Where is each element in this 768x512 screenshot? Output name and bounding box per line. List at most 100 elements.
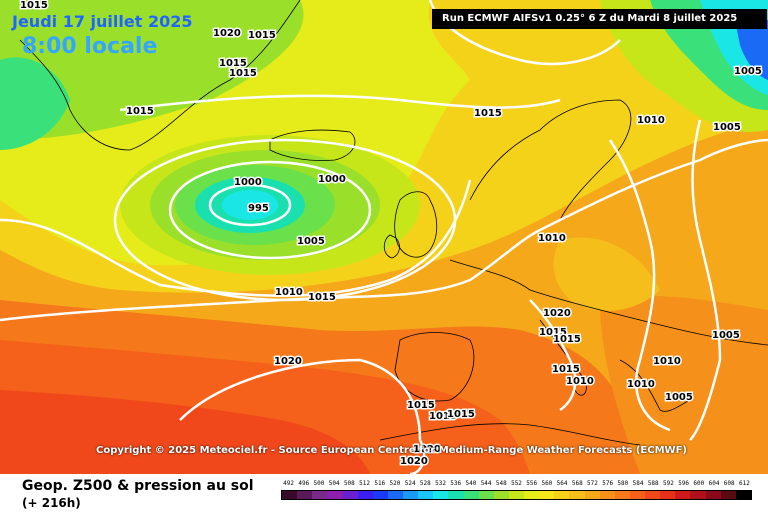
legend-swatch bbox=[448, 491, 464, 499]
coastlines bbox=[19, 0, 768, 446]
legend-value: 520 bbox=[389, 480, 401, 487]
field-lightgreen-nw bbox=[0, 0, 304, 140]
legend-swatch bbox=[508, 491, 524, 499]
isobar-label: 1015 bbox=[474, 108, 502, 119]
isobar-label: 1020 bbox=[274, 356, 302, 367]
legend-value: 548 bbox=[495, 480, 507, 487]
legend-swatch bbox=[554, 491, 570, 499]
isobar-1005-east bbox=[689, 119, 722, 441]
legend-value: 544 bbox=[480, 480, 492, 487]
isobar-label: 1010 bbox=[653, 356, 681, 367]
legend-swatch bbox=[282, 491, 298, 499]
legend-value: 504 bbox=[328, 480, 340, 487]
isobar-labels: 1015 1020 1015 1015 1015 1015 1015 1000 … bbox=[19, 0, 764, 469]
legend-value: 592 bbox=[663, 480, 674, 487]
run-info: Run ECMWF AIFSv1 0.25° 6 Z du Mardi 8 ju… bbox=[432, 9, 767, 29]
isobar-label: 1015 bbox=[248, 30, 276, 41]
field-title: Geop. Z500 & pression au sol bbox=[22, 478, 254, 494]
legend-swatch bbox=[524, 491, 540, 499]
legend-bar bbox=[281, 490, 752, 500]
legend-swatch bbox=[403, 491, 419, 499]
isobar-lines bbox=[0, 0, 768, 474]
copyright-text: Copyright © 2025 Meteociel.fr - Source E… bbox=[96, 445, 687, 456]
isobar-label: 1015 bbox=[407, 400, 435, 411]
british-isles-coast bbox=[394, 191, 438, 258]
legend-swatch bbox=[493, 491, 509, 499]
color-legend: 492 496 500 504 508 512 516 520 524 528 532 536 540 5… bbox=[281, 480, 752, 500]
legend-swatch bbox=[478, 491, 494, 499]
forecast-date: Jeudi 17 juillet 2025 bbox=[12, 12, 193, 31]
isobar-1015-italy bbox=[529, 299, 577, 412]
legend-swatch bbox=[584, 491, 600, 499]
legend-value: 564 bbox=[556, 480, 568, 487]
north-africa-coast bbox=[379, 423, 641, 446]
legend-value: 560 bbox=[541, 480, 553, 487]
legend-swatch bbox=[645, 491, 661, 499]
legend-swatch bbox=[357, 491, 373, 499]
forecast-horizon: (+ 216h) bbox=[22, 496, 81, 510]
isobar-label: 995 bbox=[248, 203, 269, 214]
isobar-label: 1005 bbox=[665, 392, 693, 403]
isobar-label: 1015 bbox=[552, 364, 580, 375]
legend-value: 536 bbox=[450, 480, 462, 487]
legend-swatch bbox=[629, 491, 645, 499]
isobar-1015 bbox=[0, 138, 768, 322]
legend-swatch bbox=[569, 491, 585, 499]
legend-swatch bbox=[599, 491, 615, 499]
isobar-1015-north bbox=[119, 94, 561, 112]
legend-value: 556 bbox=[526, 480, 538, 487]
legend-swatch bbox=[675, 491, 691, 499]
legend-value: 552 bbox=[511, 480, 522, 487]
legend-labels: 492 496 500 504 508 512 516 520 524 528 532 536 540 5… bbox=[281, 480, 752, 488]
field-low-core bbox=[222, 190, 278, 220]
balkans-coast bbox=[619, 359, 691, 412]
field-orange-e bbox=[600, 295, 768, 474]
legend-swatch bbox=[297, 491, 313, 499]
europe-coast bbox=[449, 259, 768, 346]
isobar-1020 bbox=[179, 358, 426, 474]
isobar-label: 1020 bbox=[213, 28, 241, 39]
forecast-time: 8:00 locale bbox=[22, 34, 158, 59]
legend-swatch bbox=[387, 491, 403, 499]
legend-swatch bbox=[463, 491, 479, 499]
isobar-1010 bbox=[0, 179, 472, 297]
legend-value: 540 bbox=[465, 480, 477, 487]
legend-swatch bbox=[342, 491, 358, 499]
isobar-1010-east bbox=[608, 139, 671, 432]
isobar-label: 1005 bbox=[734, 66, 762, 77]
legend-value: 568 bbox=[571, 480, 583, 487]
legend-swatch bbox=[372, 491, 388, 499]
legend-swatch bbox=[539, 491, 555, 499]
legend-value: 496 bbox=[298, 480, 310, 487]
scandinavia-coast bbox=[469, 99, 632, 221]
legend-swatch bbox=[614, 491, 630, 499]
legend-swatch bbox=[705, 491, 721, 499]
legend-value: 576 bbox=[602, 480, 614, 487]
legend-value: 516 bbox=[374, 480, 386, 487]
isobar-1000 bbox=[168, 160, 372, 260]
isobar-label: 1015 bbox=[126, 106, 154, 117]
isobar-label: 1015 bbox=[429, 411, 457, 422]
field-green-w bbox=[0, 57, 70, 150]
legend-swatch bbox=[433, 491, 449, 499]
isobar-label: 1015 bbox=[447, 409, 475, 420]
isobar-label: 1005 bbox=[297, 236, 325, 247]
italy-coast bbox=[539, 319, 587, 396]
legend-value: 508 bbox=[343, 480, 355, 487]
isobar-label: 1000 bbox=[234, 177, 262, 188]
legend-value: 512 bbox=[359, 480, 370, 487]
legend-value: 524 bbox=[404, 480, 416, 487]
isobar-label: 1005 bbox=[712, 330, 740, 341]
legend-swatch bbox=[735, 491, 751, 499]
footer-bar: Geop. Z500 & pression au sol (+ 216h) 49… bbox=[0, 474, 768, 512]
legend-swatch bbox=[690, 491, 706, 499]
legend-swatch bbox=[327, 491, 343, 499]
legend-value: 584 bbox=[632, 480, 644, 487]
isobar-label: 1000 bbox=[318, 174, 346, 185]
isobar-label: 1010 bbox=[627, 379, 655, 390]
isobar-label: 1010 bbox=[275, 287, 303, 298]
greenland-coast bbox=[19, 0, 301, 151]
field-central-europe bbox=[553, 237, 660, 311]
field-ne-4 bbox=[735, 20, 768, 80]
legend-swatch bbox=[418, 491, 434, 499]
